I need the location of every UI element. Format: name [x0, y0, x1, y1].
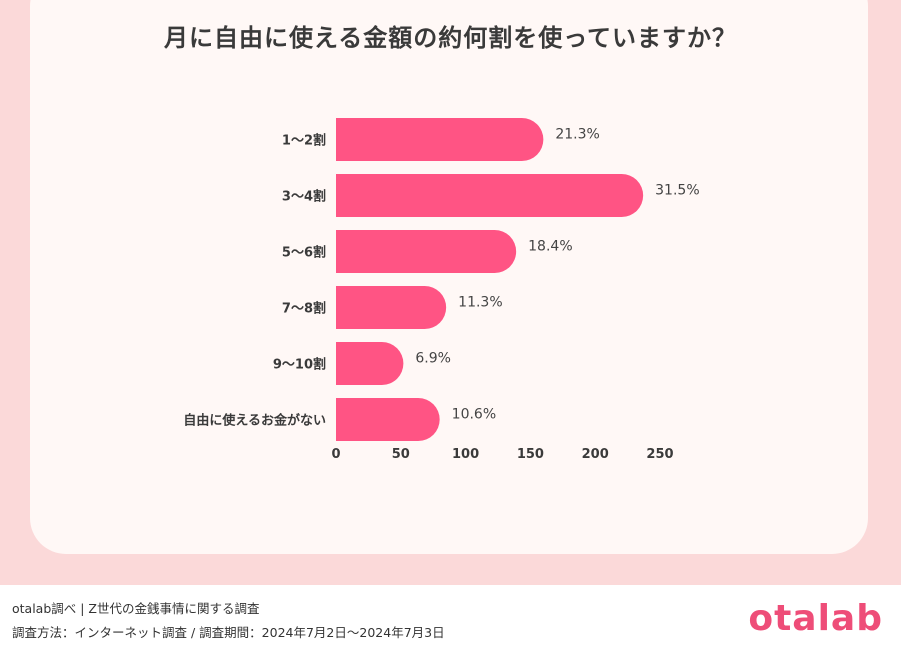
data-label: 6.9%	[415, 351, 451, 367]
category-label: 3〜4割	[282, 189, 326, 205]
bar-1	[336, 118, 544, 161]
otalab-logo: otalab	[748, 598, 883, 639]
x-tick-label: 250	[646, 447, 673, 462]
x-tick-label: 0	[331, 447, 340, 462]
data-label: 11.3%	[458, 295, 502, 311]
footer	[0, 585, 901, 645]
category-label: 1〜2割	[282, 133, 326, 149]
footer-source: otalab調べ | Z世代の金銭事情に関する調査	[12, 601, 260, 616]
x-tick-label: 50	[392, 447, 410, 462]
data-label: 21.3%	[555, 127, 599, 143]
x-tick-label: 150	[517, 447, 544, 462]
bar-5	[336, 342, 404, 385]
chart-card	[30, 0, 868, 554]
x-tick-label: 100	[452, 447, 479, 462]
category-label: 7〜8割	[282, 301, 326, 317]
bar-6	[336, 398, 440, 441]
data-label: 31.5%	[655, 183, 699, 199]
chart-title: 月に自由に使える金額の約何割を使っていますか？	[163, 24, 738, 52]
bar-3	[336, 230, 517, 273]
data-label: 18.4%	[528, 239, 572, 255]
category-label: 9〜10割	[273, 357, 326, 373]
bar-4	[336, 286, 447, 329]
category-label: 5〜6割	[282, 245, 326, 261]
bar-chart: 1〜2割 21.3% 3〜4割 31.5% 5〜6割 18.4% 7〜8割 11.3% 9〜10…	[183, 118, 700, 462]
data-label: 10.6%	[452, 407, 496, 423]
bar-2	[336, 174, 644, 217]
category-label: 自由に使えるお金がない	[183, 413, 326, 429]
footer-method: 調査方法：インターネット調査 / 調査期間：2024年7月2日〜2024年7月3…	[12, 625, 445, 640]
x-tick-label: 200	[582, 447, 609, 462]
